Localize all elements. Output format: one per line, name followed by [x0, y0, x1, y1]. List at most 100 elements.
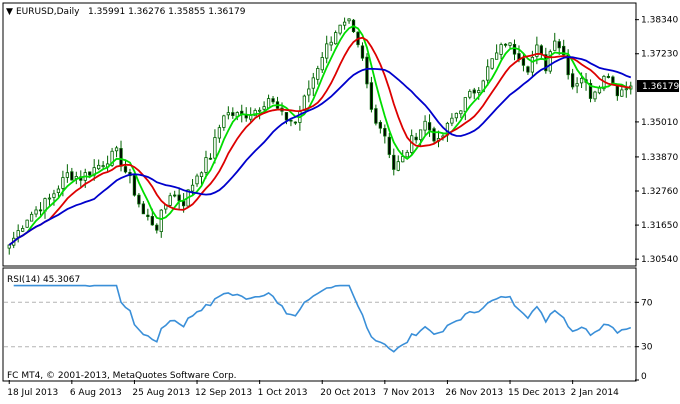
bull-candle-body — [159, 209, 163, 232]
current-price-tag: 1.36179 — [637, 80, 679, 93]
candle — [293, 121, 298, 125]
candle — [204, 150, 208, 179]
bull-candle-body — [266, 98, 271, 109]
chart-header: ▼ EURUSD,Daily 1.35991 1.36276 1.35855 1… — [6, 7, 246, 381]
bull-candle-body — [97, 164, 101, 170]
bear-candle-body — [432, 128, 436, 142]
candle — [65, 164, 69, 183]
candle — [334, 30, 338, 45]
bull-candle-body — [226, 112, 230, 116]
bear-candle-body — [588, 83, 593, 99]
bear-candle-body — [387, 136, 391, 155]
candle — [222, 114, 226, 131]
candle — [231, 107, 235, 119]
candle — [526, 65, 530, 75]
candle — [70, 167, 74, 181]
time-tick-label: 1 Oct 2013 — [258, 388, 308, 398]
bull-candle-body — [320, 57, 324, 71]
bull-candle-body — [579, 77, 584, 84]
candle — [47, 193, 52, 206]
bull-candle-body — [302, 95, 306, 111]
candle — [38, 202, 43, 216]
candle — [620, 85, 624, 97]
bull-candle-body — [463, 97, 467, 113]
candle — [553, 32, 557, 51]
bear-candle-body — [521, 58, 526, 66]
bull-candle-body — [56, 188, 61, 194]
candle — [168, 192, 172, 208]
bull-candle-body — [329, 41, 333, 46]
candle — [199, 171, 204, 185]
bear-candle-body — [132, 175, 137, 196]
candle — [602, 74, 606, 92]
bull-candle-body — [110, 150, 114, 166]
candle — [423, 115, 427, 137]
candle — [544, 47, 548, 74]
candle — [56, 185, 61, 197]
bear-candle-body — [378, 121, 382, 129]
copyright-text: FC MT4, © 2001-2013, MetaQuotes Software… — [7, 371, 237, 381]
price-tick-label: 1.32760 — [641, 187, 678, 197]
candle — [459, 110, 463, 119]
candle — [320, 52, 324, 73]
bull-candle-body — [468, 90, 472, 98]
bull-candle-body — [168, 195, 172, 206]
candle — [325, 35, 329, 64]
candle — [454, 112, 459, 122]
bull-candle-body — [47, 197, 52, 200]
price-tick-label: 1.37230 — [641, 50, 678, 60]
bear-candle-body — [369, 82, 374, 110]
candle — [173, 190, 177, 198]
candle — [383, 124, 387, 144]
candle — [101, 161, 105, 169]
candle — [342, 17, 347, 30]
bear-candle-body — [208, 157, 213, 160]
bear-candle-body — [88, 171, 92, 176]
price-tick-label: 1.35010 — [641, 118, 678, 128]
candle — [208, 153, 213, 160]
price-tick-label: 1.38340 — [641, 16, 678, 26]
bull-candle-body — [217, 127, 222, 139]
candle — [226, 106, 230, 120]
bull-candle-body — [204, 157, 208, 173]
price-tick-label: 1.33870 — [641, 153, 678, 163]
bull-candle-body — [405, 151, 409, 158]
bull-candle-body — [477, 90, 481, 94]
bull-candle-body — [52, 193, 56, 198]
bear-candle-body — [146, 214, 150, 217]
candle — [137, 193, 141, 208]
candle — [490, 58, 494, 70]
rsi-axis: 70 30 0 — [635, 298, 653, 382]
bear-candle-body — [611, 76, 615, 84]
bull-candle-body — [199, 172, 204, 177]
bull-candle-body — [29, 213, 34, 222]
candle — [548, 49, 552, 74]
candle — [159, 209, 163, 238]
bull-candle-body — [450, 117, 454, 124]
symbol-triangle-icon: ▼ — [6, 7, 13, 17]
candle — [392, 148, 396, 176]
candle — [311, 72, 315, 97]
bull-candle-body — [499, 44, 503, 55]
bear-candle-body — [566, 54, 570, 76]
candle — [369, 76, 374, 113]
candle — [486, 59, 490, 86]
bear-candle-body — [155, 224, 159, 231]
candle — [34, 206, 38, 218]
time-tick-label: 26 Nov 2013 — [445, 388, 503, 398]
bear-candle-body — [181, 200, 186, 207]
bear-candle-body — [360, 45, 365, 59]
bear-candle-body — [512, 43, 517, 55]
rsi-level-lines — [4, 301, 636, 348]
candle — [132, 174, 137, 197]
bear-candle-body — [374, 108, 378, 124]
rsi-line — [13, 284, 632, 353]
candle — [141, 201, 146, 215]
bull-candle-body — [548, 51, 552, 72]
candle — [427, 114, 432, 137]
bear-candle-body — [271, 98, 275, 103]
bear-candle-body — [606, 75, 611, 78]
candle — [338, 24, 342, 36]
